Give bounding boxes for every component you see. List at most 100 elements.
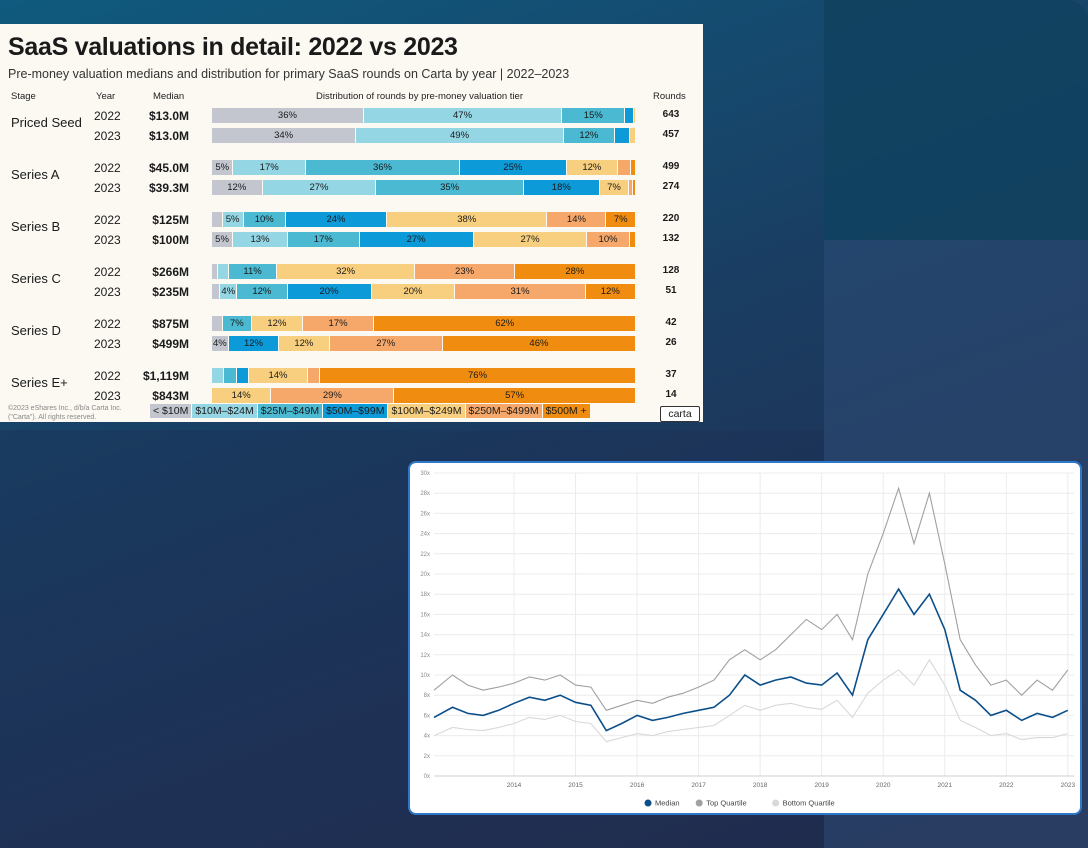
bar-segment: 12% [279,336,330,351]
legend-label: Bottom Quartile [783,799,835,808]
y-tick-label: 10x [420,673,430,679]
bar-segment: 14% [249,368,308,383]
rounds-count: 499 [662,161,680,172]
header-distribution: Distribution of rounds by pre-money valu… [316,91,523,102]
median-value: $499M [152,337,189,351]
bar-segment: 46% [442,336,636,351]
bar-segment: 57% [394,388,636,403]
distribution-bar: 5% 13% 17% 27% 27% 10% [212,232,636,247]
legend-marker [644,799,652,807]
chart-subtitle: Pre-money valuation medians and distribu… [8,67,570,81]
x-tick-label: 2022 [999,782,1014,789]
valuation-multiple-chart: 0x 2x 4x 6x 8x 10x 12x 14x 16x 18x 20x 22x 24x 26x 28x… [408,461,1082,815]
y-tick-label: 0x [424,774,430,780]
footnote: ©2023 eShares Inc., d/b/a Carta Inc. ("C… [8,405,122,421]
median-value: $1,119M [142,369,189,383]
series-line-median [433,587,1069,732]
bar-segment: 12% [212,180,263,195]
legend-item: $500M + [542,404,591,418]
bar-segment: 4% [212,336,229,351]
bar-segment: 27% [262,180,377,195]
bar-segment: 4% [220,284,238,299]
x-tick-label: 2020 [876,782,891,789]
bar-segment: 12% [252,316,303,331]
x-tick-label: 2018 [753,782,768,789]
bar-segment [625,108,634,123]
year-label: 2022 [94,369,121,383]
stage-label: Series B [11,219,61,234]
bar-segment: 25% [459,160,567,175]
distribution-bar: 12% 27% 35% 18% 7% [212,180,636,195]
header-median: Median [153,91,185,102]
legend-item: $25M–$49M [257,404,324,418]
bar-segment: 10% [587,232,630,247]
bar-segment: 23% [415,264,515,279]
y-tick-label: 28x [420,491,430,497]
y-tick-label: 12x [420,653,430,659]
median-value: $39.3M [148,181,189,195]
bar-segment: 27% [329,336,443,351]
bar-segment: 27% [359,232,474,247]
bar-segment [633,108,636,123]
median-value: $875M [152,317,189,331]
median-value: $100M [152,233,189,247]
rounds-count: 128 [662,265,680,276]
bar-segment [236,368,250,383]
year-label: 2022 [94,109,121,123]
distribution-bar: 11% 32% 23% 28% [212,264,636,279]
bar-segment [629,128,636,143]
rounds-count: 37 [665,369,677,380]
bar-segment: 12% [585,284,636,299]
bar-segment: 20% [287,284,372,299]
bar-segment [307,368,321,383]
y-tick-label: 4x [424,734,430,740]
bar-segment: 11% [229,264,277,279]
bar-segment: 36% [212,108,364,123]
distribution-bar: 4% 12% 12% 27% 46% [212,336,636,351]
legend-item: $10M–$24M [192,404,258,418]
distribution-bar: 5% 17% 36% 25% 12% [212,160,636,175]
y-tick-label: 26x [420,511,430,517]
legend-marker [772,799,780,807]
y-tick-label: 14x [420,633,430,639]
bar-segment: 5% [212,160,234,175]
chart-title: SaaS valuations in detail: 2022 vs 2023 [8,33,458,61]
carta-valuation-chart: SaaS valuations in detail: 2022 vs 2023 … [0,24,703,422]
rounds-count: 274 [662,181,680,192]
year-label: 2022 [94,317,121,331]
median-value: $843M [152,389,189,403]
year-label: 2023 [94,285,121,299]
header-stage: Stage [11,91,36,102]
line-chart-svg: 0x 2x 4x 6x 8x 10x 12x 14x 16x 18x 20x 22x 24x 26x 28x… [420,471,1076,808]
bar-segment: 18% [523,180,600,195]
bar-segment [630,160,636,175]
bar-segment [224,368,237,383]
stage-label: Series A [11,167,60,182]
x-tick-label: 2015 [568,782,583,789]
bar-segment: 38% [387,212,548,227]
year-label: 2023 [94,389,121,403]
rounds-count: 220 [662,213,680,224]
x-tick-label: 2023 [1061,782,1076,789]
bar-segment [212,264,219,279]
y-tick-label: 2x [424,754,430,760]
rounds-count: 26 [665,337,677,348]
rounds-count: 51 [665,285,677,296]
header-year: Year [96,91,116,102]
legend-item: < $10M [150,404,193,418]
x-tick-label: 2019 [814,782,829,789]
bar-segment: 49% [356,128,564,143]
bar-segment [212,316,223,331]
year-label: 2023 [94,233,121,247]
distribution-bar: 14% 76% [212,368,636,383]
legend-item: $50M–$99M [323,404,389,418]
bar-segment: 31% [455,284,586,299]
bar-segment: 12% [228,336,280,351]
distribution-bar: 36% 47% 15% [212,108,636,123]
rounds-count: 643 [662,109,680,120]
y-tick-label: 16x [420,612,430,618]
bar-segment [212,212,223,227]
bar-segment: 5% [212,232,234,247]
x-tick-label: 2014 [507,782,522,789]
year-label: 2022 [94,213,121,227]
